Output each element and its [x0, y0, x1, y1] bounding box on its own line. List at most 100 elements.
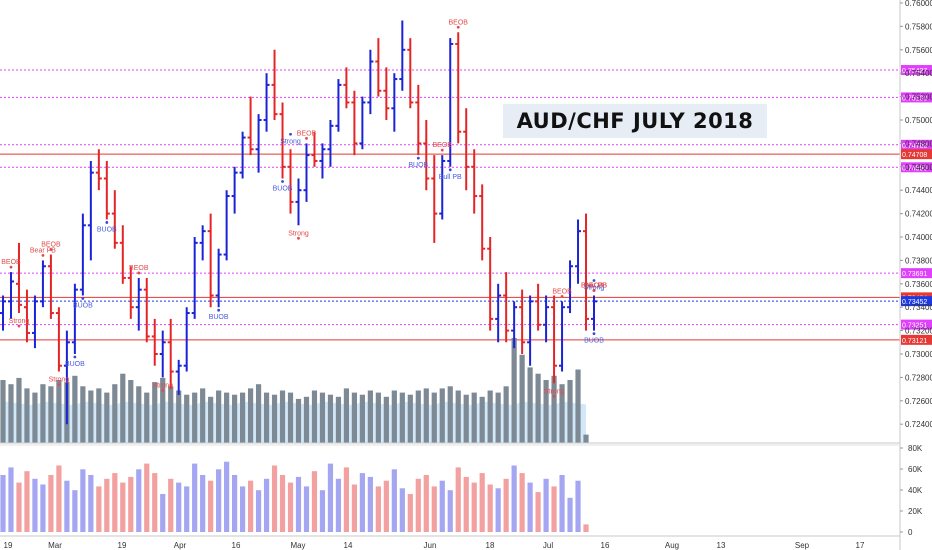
level-badge-label: 0.75427 [902, 68, 927, 75]
signal-dot [440, 148, 444, 152]
volume-bar [56, 380, 62, 443]
signal-dot [81, 297, 85, 300]
volume-layer [0, 338, 589, 443]
signal-label: BEOB [41, 242, 61, 249]
histogram-layer [0, 461, 589, 532]
price-tick-label: 0.73200 [905, 327, 932, 336]
volume-bar [208, 396, 214, 443]
signal-dot [281, 180, 284, 183]
price-tick-label: 0.72400 [905, 420, 932, 429]
histogram-bar [583, 524, 589, 532]
volume-bar [527, 367, 533, 443]
volume-bar [471, 392, 477, 443]
signal-dot [41, 254, 45, 257]
volume-bar [263, 392, 270, 443]
level-badge [901, 334, 932, 345]
level-badge-label: 0.73121 [902, 338, 927, 345]
histogram-bar [8, 467, 14, 532]
price-tick-label: 0.73000 [905, 350, 932, 359]
volume-bar [335, 396, 342, 443]
histogram-bar [208, 480, 214, 532]
signal-dot [456, 25, 460, 29]
volume-bar [359, 394, 365, 443]
price-tick-label: 0.74800 [905, 139, 932, 148]
time-tick-label: Aug [665, 541, 679, 550]
histogram-bar [447, 490, 453, 532]
volume-bar [383, 396, 389, 443]
volume-bar [295, 398, 302, 443]
histogram-bar [176, 482, 182, 532]
price-tick-label: 0.72800 [905, 373, 932, 382]
signal-dot [17, 324, 21, 328]
volume-bar [567, 380, 573, 443]
volume-bar [176, 390, 182, 443]
level-badge [901, 139, 932, 150]
histogram-bar [423, 475, 429, 532]
time-tick-label: 14 [344, 541, 353, 550]
price-tick-label: 0.72600 [905, 397, 932, 406]
histogram-bar [120, 482, 126, 532]
histogram-bar [527, 482, 533, 532]
volume-bar [271, 394, 278, 443]
histogram-bar [160, 494, 166, 532]
volume-bar [463, 394, 469, 443]
price-tick-label: 0.75400 [905, 69, 932, 78]
histogram-bar [495, 488, 501, 532]
histogram-bar [375, 486, 381, 532]
time-tick-label: 16 [601, 541, 610, 550]
volume-bar [311, 390, 318, 443]
volume-bar [255, 384, 262, 443]
signal-label: BUOB [73, 303, 93, 310]
signal-label: Bear PB [30, 247, 56, 254]
histogram-bar [407, 494, 413, 532]
histogram-bar [224, 461, 230, 532]
signal-label: Strong [288, 230, 309, 237]
histogram-bar [168, 478, 174, 532]
histogram-bar [56, 465, 62, 532]
time-tick-label: 13 [717, 541, 726, 550]
volume-bar [487, 390, 493, 443]
histogram-bar [64, 480, 70, 532]
histogram-bar [16, 482, 22, 532]
price-tick-label: 0.75000 [905, 116, 932, 125]
price-tick-label: 0.73800 [905, 256, 932, 265]
histogram-bar [40, 484, 46, 532]
signal-dot [137, 271, 141, 275]
histogram-bar [104, 478, 110, 532]
volume-bar [80, 386, 86, 443]
volume-bar [136, 386, 142, 443]
histogram-bar [80, 469, 86, 532]
histogram-bar [399, 488, 405, 532]
volume-bar [160, 377, 166, 443]
volume-bar [503, 386, 509, 443]
volume-bar [120, 373, 126, 443]
time-tick-label: Mar [48, 541, 62, 550]
histogram-bar [144, 463, 150, 532]
volume-bar [303, 396, 310, 443]
histogram-bar [287, 482, 294, 532]
volume-bar [367, 390, 373, 443]
signal-dot [57, 383, 61, 386]
price-tick-label: 0.74000 [905, 233, 932, 242]
signal-label: Bear PB [581, 283, 607, 290]
signal-label: BUOB [408, 162, 428, 169]
level-badge-label: 0.74708 [902, 152, 927, 159]
signal-label: Bear PB [581, 283, 607, 290]
time-tick-label: May [290, 541, 305, 550]
signal-label: Bull PB [439, 174, 462, 181]
volume-bar [455, 390, 461, 443]
signal-label: BEOB [552, 288, 572, 295]
volume-bar [511, 338, 517, 443]
histogram-bar [271, 465, 278, 532]
time-tick-label: Jun [424, 541, 437, 550]
histogram-bar [48, 475, 54, 532]
volume-bar [72, 375, 78, 443]
histogram-bar [439, 480, 445, 532]
ohlc-layer [0, 20, 597, 425]
level-badge-label: 0.73251 [902, 323, 927, 330]
histogram-bar [511, 465, 517, 532]
histogram-bar [335, 478, 342, 532]
histogram-bar [567, 497, 573, 532]
histogram-bar [96, 486, 102, 532]
